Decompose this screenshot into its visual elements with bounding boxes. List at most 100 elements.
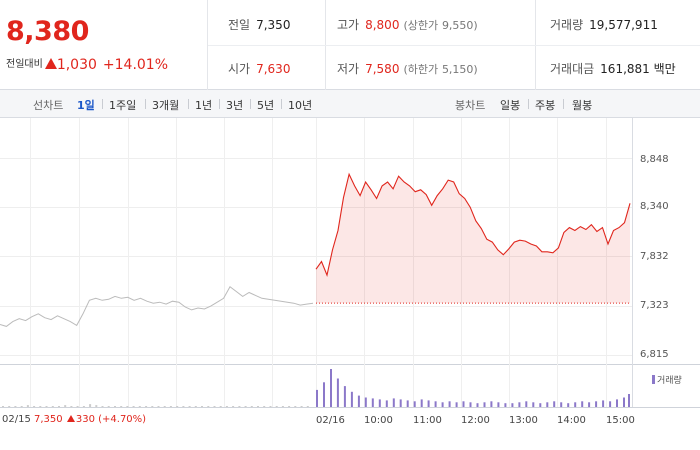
- volume-bar: [504, 403, 507, 407]
- volume-bar: [120, 406, 123, 407]
- tab-divider: [281, 99, 282, 109]
- lower-limit-label: (하한가: [403, 63, 439, 76]
- change-amount: 1,030: [56, 57, 97, 73]
- volume-bar: [263, 406, 266, 407]
- volume-bar: [336, 378, 339, 407]
- volume-bar: [476, 403, 479, 407]
- volume-bar: [497, 402, 500, 408]
- volume-bar: [132, 406, 135, 407]
- volume-bar: [257, 406, 259, 407]
- volume-bar: [441, 402, 444, 408]
- open-cell: 시가 7,630: [228, 60, 290, 77]
- volume-bar: [169, 406, 172, 407]
- volume-bar: [157, 406, 160, 407]
- volume-bar: [623, 397, 625, 407]
- volume-bar: [553, 401, 556, 407]
- tab-daily-candle[interactable]: 일봉: [500, 99, 521, 112]
- volume-bar: [101, 406, 104, 407]
- volume-bar: [455, 402, 458, 408]
- lower-limit-value: 5,150): [441, 63, 478, 76]
- volume-bar: [201, 406, 203, 407]
- today-area-fill: [316, 174, 630, 304]
- change-label: 전일대비: [6, 59, 43, 70]
- tab-10y[interactable]: 10년: [288, 99, 313, 112]
- volume-bar: [244, 406, 247, 407]
- low-value: 7,580: [365, 62, 400, 76]
- quote-panel: 8,380 전일대비 1,030 +14.01% 전일 7,350 고가 8,800 (상…: [0, 0, 700, 90]
- volume-bar: [323, 382, 325, 407]
- tab-5y[interactable]: 5년: [257, 99, 275, 112]
- y-tick-label: 8,848: [640, 154, 669, 165]
- high-cell: 고가 8,800 (상한가 9,550): [337, 16, 478, 33]
- low-label: 저가: [337, 62, 360, 76]
- up-triangle-icon: [66, 415, 75, 422]
- volume-bar: [399, 399, 402, 407]
- tab-3y[interactable]: 3년: [226, 99, 244, 112]
- trade-value-label: 거래대금: [550, 62, 595, 76]
- volume-bar: [406, 400, 409, 407]
- tab-divider: [528, 99, 529, 109]
- prev-day-date: 02/15: [2, 414, 31, 425]
- volume-bar: [207, 406, 210, 407]
- trade-value-cell: 거래대금 161,881 백만: [550, 60, 676, 77]
- volume-bar: [602, 400, 605, 407]
- volume-bar: [89, 404, 92, 407]
- tab-1w[interactable]: 1주일: [109, 99, 137, 112]
- open-value: 7,630: [256, 62, 291, 76]
- volume-bar: [364, 397, 367, 407]
- x-tick-label: 11:00: [413, 415, 442, 426]
- trade-value-unit: 백만: [653, 62, 676, 76]
- volume-bar: [574, 402, 577, 408]
- volume-bar: [306, 406, 309, 407]
- volume-bar: [281, 406, 284, 407]
- tab-divider: [250, 99, 251, 109]
- volume-bar: [525, 401, 528, 407]
- tab-divider: [145, 99, 146, 109]
- volume-bar: [385, 400, 388, 407]
- x-tick-label: 13:00: [509, 415, 538, 426]
- trade-value: 161,881: [600, 62, 650, 76]
- tab-weekly-candle[interactable]: 주봉: [535, 99, 556, 112]
- candle-chart-label: 봉차트: [455, 99, 486, 112]
- volume-bar: [343, 386, 346, 407]
- price-chart[interactable]: 8,848 8,340 7,832 7,323 6,815 거래량 02/15 …: [0, 118, 700, 450]
- volume-bar: [45, 406, 48, 407]
- volume-bar: [176, 406, 179, 407]
- tab-monthly-candle[interactable]: 월봉: [572, 99, 593, 112]
- tab-1d[interactable]: 1일: [77, 99, 95, 112]
- prev-close-cell: 전일 7,350: [228, 16, 290, 33]
- volume-bar: [483, 402, 486, 408]
- volume-bar: [213, 406, 216, 407]
- volume-bar: [8, 406, 11, 407]
- prev-close-label: 전일: [228, 18, 251, 32]
- volume-bar: [82, 406, 85, 407]
- high-label: 고가: [337, 18, 360, 32]
- line-chart-label: 선차트: [33, 99, 64, 112]
- volume-bar: [95, 405, 98, 407]
- volume-bar: [225, 406, 228, 407]
- volume-bar: [469, 402, 472, 408]
- volume-bar: [232, 406, 235, 407]
- volume-legend-swatch: [652, 375, 655, 384]
- tab-1y[interactable]: 1년: [195, 99, 213, 112]
- tab-3m[interactable]: 3개월: [152, 99, 180, 112]
- volume-bar: [163, 406, 166, 407]
- tab-divider: [188, 99, 189, 109]
- low-cell: 저가 7,580 (하한가 5,150): [337, 60, 478, 77]
- volume-bar: [567, 403, 570, 407]
- volume-bar: [539, 403, 542, 407]
- volume-bar: [219, 406, 222, 407]
- volume-bar: [14, 406, 17, 407]
- tab-divider: [219, 99, 220, 109]
- volume-bar: [378, 399, 381, 407]
- volume-bar: [546, 402, 549, 408]
- prev-close-value: 7,350: [256, 18, 291, 32]
- volume-bar: [269, 406, 272, 407]
- volume-bar: [588, 402, 591, 408]
- volume-bar: [33, 406, 36, 407]
- volume-bar: [427, 400, 430, 407]
- current-price: 8,380: [6, 16, 89, 47]
- x-tick-label: 10:00: [364, 415, 393, 426]
- volume-bar: [371, 398, 374, 407]
- volume-bar: [616, 399, 618, 407]
